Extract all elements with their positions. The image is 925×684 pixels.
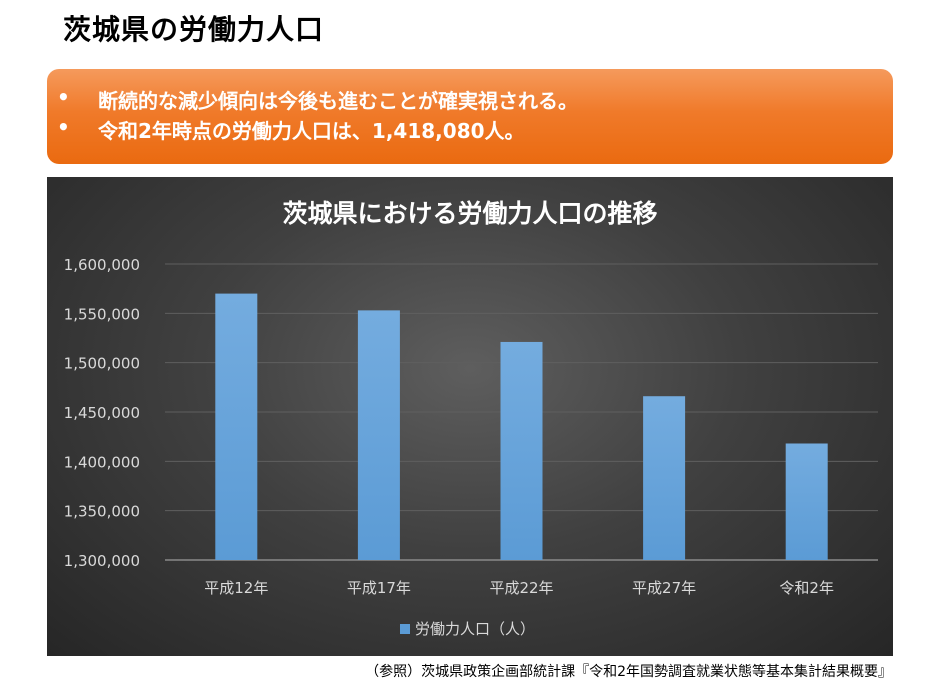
x-tick-label: 平成22年 (489, 579, 553, 597)
y-tick-label: 1,350,000 (64, 503, 140, 521)
y-tick-label: 1,300,000 (64, 552, 140, 570)
bullet-icon: • (57, 85, 70, 109)
source-note: （参照）茨城県政策企画部統計課『令和2年国勢調査就業状態等基本集計結果概要』 (365, 664, 892, 680)
x-tick-label: 平成12年 (204, 579, 268, 597)
bar (357, 310, 400, 560)
x-tick-label: 平成27年 (632, 579, 696, 597)
y-tick-label: 1,600,000 (64, 256, 140, 274)
page-title: 茨城県の労働力人口 (63, 13, 325, 46)
legend-label: 労働力人口（人） (415, 620, 535, 638)
x-tick-label: 平成17年 (347, 579, 411, 597)
summary-point: • 断続的な減少傾向は今後も進むことが確実視される。 (47, 85, 893, 115)
legend-swatch (400, 624, 410, 634)
bar (785, 443, 828, 560)
summary-point-text: 令和2年時点の労働力人口は、1,418,080人。 (98, 119, 525, 143)
y-tick-label: 1,500,000 (64, 355, 140, 373)
x-tick-label: 令和2年 (779, 579, 834, 597)
bar (215, 293, 258, 560)
chart-panel: 茨城県における労働力人口の推移 1,300,000 1,350,000 1,400,… (47, 177, 893, 656)
chart-title: 茨城県における労働力人口の推移 (282, 199, 657, 228)
bar (500, 341, 543, 560)
labor-force-chart: 茨城県における労働力人口の推移 1,300,000 1,350,000 1,400,… (64, 199, 878, 638)
y-tick-label: 1,400,000 (64, 453, 140, 471)
bullet-icon: • (57, 115, 70, 139)
y-tick-label: 1,450,000 (64, 404, 140, 422)
y-tick-label: 1,550,000 (64, 305, 140, 323)
summary-point: • 令和2年時点の労働力人口は、1,418,080人。 (47, 115, 893, 145)
bar (643, 396, 686, 560)
summary-banner: • 断続的な減少傾向は今後も進むことが確実視される。 • 令和2年時点の労働力人… (47, 69, 893, 164)
summary-point-text: 断続的な減少傾向は今後も進むことが確実視される。 (98, 89, 578, 113)
